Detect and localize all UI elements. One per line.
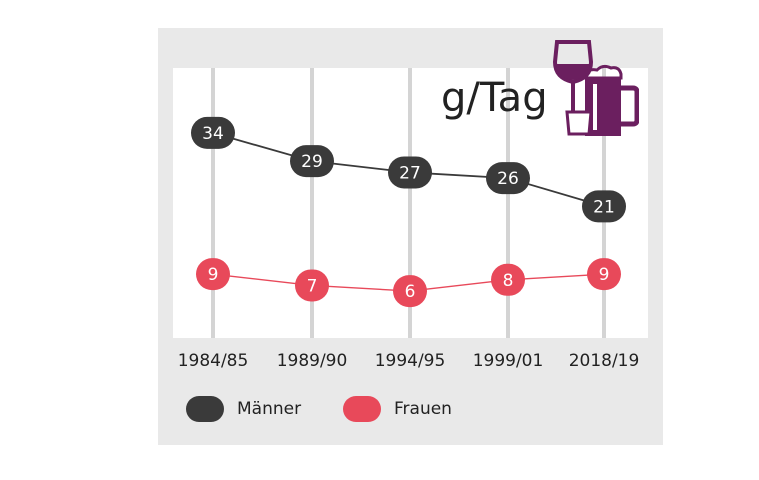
- data-point: [587, 258, 621, 291]
- x-tick-label: 2018/19: [568, 351, 640, 371]
- data-label: 9: [208, 265, 219, 285]
- data-point: [191, 116, 235, 149]
- legend-item: Frauen: [343, 396, 452, 422]
- legend-label: Frauen: [394, 399, 452, 419]
- data-point: [491, 263, 525, 296]
- unit-label: g/Tag: [441, 75, 548, 121]
- data-label: 26: [497, 169, 519, 189]
- data-point: [290, 145, 334, 178]
- data-label: 7: [307, 276, 318, 296]
- data-point: [196, 258, 230, 291]
- data-label: 6: [405, 282, 416, 302]
- x-tick-label: 1999/01: [472, 351, 544, 371]
- data-label: 29: [301, 152, 323, 172]
- x-tick-label: 1994/95: [374, 351, 446, 371]
- data-label: 8: [503, 271, 514, 291]
- drinks-icon: [553, 40, 639, 136]
- data-point: [582, 190, 626, 223]
- legend-swatch: [186, 396, 224, 422]
- x-tick-label: 1984/85: [177, 351, 249, 371]
- data-label: 34: [202, 124, 224, 144]
- x-tick-label: 1989/90: [276, 351, 348, 371]
- data-label: 9: [599, 265, 610, 285]
- legend-label: Männer: [237, 399, 302, 419]
- data-point: [295, 269, 329, 302]
- legend-item: Männer: [186, 396, 301, 422]
- data-point: [393, 275, 427, 308]
- data-label: 21: [593, 197, 615, 217]
- data-point: [388, 156, 432, 189]
- legend-swatch: [343, 396, 381, 422]
- data-point: [486, 162, 530, 195]
- data-label: 27: [399, 163, 421, 183]
